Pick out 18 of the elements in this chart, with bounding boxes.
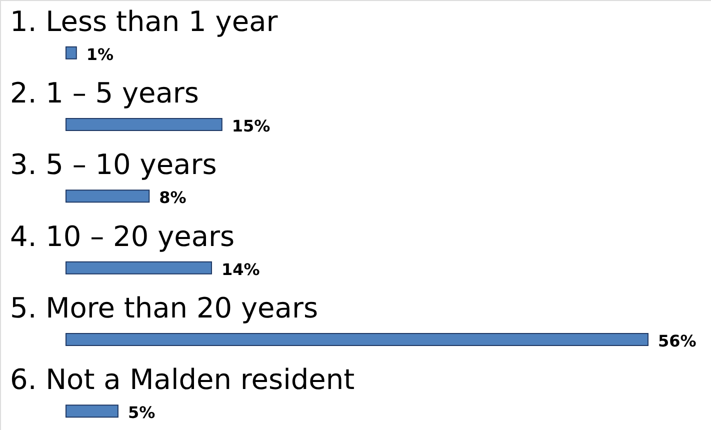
bar <box>66 118 222 131</box>
bar <box>66 190 150 203</box>
y-tick-label: 5. More than 20 years <box>10 292 318 324</box>
data-label: 1% <box>86 44 114 64</box>
y-tick-label: 6. Not a Malden resident <box>10 363 355 396</box>
data-label: 8% <box>159 188 186 208</box>
y-tick-label: 1. Less than 1 year <box>10 4 278 38</box>
y-tick-label: 3. 5 – 10 years <box>10 148 217 182</box>
data-label: 56% <box>658 332 696 350</box>
bar <box>66 333 648 346</box>
bar <box>66 46 77 60</box>
y-tick-label: 2. 1 – 5 years <box>10 76 199 110</box>
data-label: 5% <box>128 403 156 422</box>
bar <box>66 404 118 418</box>
data-label: 15% <box>232 116 270 136</box>
y-tick-label: 4. 10 – 20 years <box>10 220 235 253</box>
bar <box>66 261 212 274</box>
data-label: 14% <box>222 260 260 279</box>
